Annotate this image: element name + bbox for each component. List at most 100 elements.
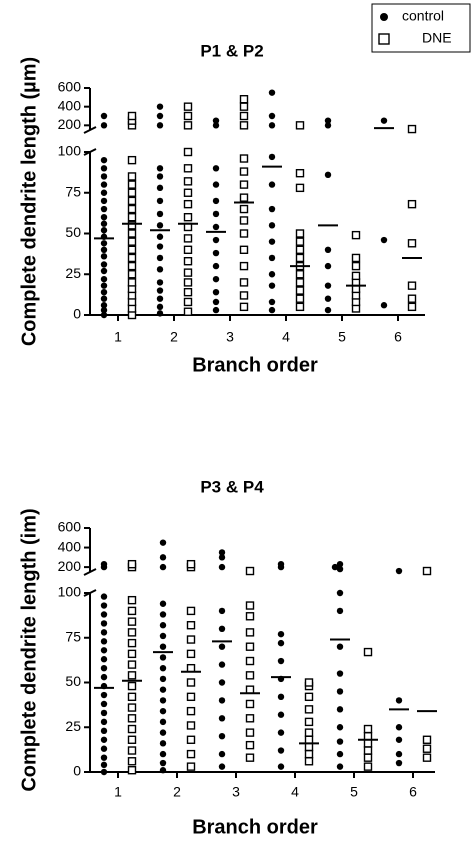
dne-point xyxy=(127,245,137,255)
control-point xyxy=(212,298,220,306)
dne-point xyxy=(304,749,314,759)
dne-point xyxy=(127,595,137,605)
y-tick-label: 25 xyxy=(65,718,81,734)
y-tick-label: 75 xyxy=(65,183,81,199)
dne-point xyxy=(239,180,249,189)
control-point xyxy=(100,214,108,221)
control-point xyxy=(159,697,167,704)
control-point xyxy=(100,156,108,164)
control-point xyxy=(212,275,220,283)
control-point xyxy=(218,697,226,704)
y-tick-label: 50 xyxy=(65,673,81,689)
control-point xyxy=(156,122,164,129)
control-point xyxy=(159,611,167,618)
control-point xyxy=(336,750,344,758)
control-point xyxy=(100,727,108,735)
control-point xyxy=(324,262,332,270)
dne-point xyxy=(127,196,137,206)
control-point xyxy=(395,759,403,767)
x-tick-label: 4 xyxy=(282,329,290,345)
dne-point xyxy=(245,642,255,651)
control-point xyxy=(218,549,226,556)
dne-point xyxy=(183,245,193,255)
dne-point xyxy=(183,212,193,222)
control-point xyxy=(100,656,108,663)
y-tick-label: 25 xyxy=(65,265,81,281)
dne-point xyxy=(127,180,137,189)
dne-point xyxy=(183,199,193,209)
chart-title: P1 & P2 xyxy=(200,41,263,60)
dne-point xyxy=(239,229,249,238)
control-point xyxy=(212,288,220,296)
dne-point xyxy=(127,757,137,766)
x-tick-label: 6 xyxy=(409,784,417,800)
axis-break xyxy=(83,568,97,576)
control-point xyxy=(156,233,164,240)
dne-point xyxy=(351,261,361,271)
control-point xyxy=(156,103,164,110)
control-point xyxy=(212,262,220,270)
control-point xyxy=(159,740,167,747)
x-axis-label: Branch order xyxy=(192,816,318,838)
dne-point xyxy=(183,147,193,157)
control-point xyxy=(100,227,108,234)
dne-point xyxy=(183,177,193,186)
dne-point xyxy=(422,744,432,753)
control-point xyxy=(159,622,167,629)
control-point xyxy=(324,295,332,302)
control-point xyxy=(218,661,226,668)
control-point xyxy=(156,295,164,302)
control-point xyxy=(336,763,344,770)
control-point xyxy=(159,759,167,767)
legend-marker xyxy=(378,33,390,45)
dne-point xyxy=(295,270,305,279)
dne-point xyxy=(127,660,137,669)
control-point xyxy=(218,679,226,686)
control-point xyxy=(218,733,226,740)
control-point xyxy=(156,266,164,273)
dne-point xyxy=(127,253,137,263)
control-point xyxy=(159,554,167,561)
dne-point xyxy=(127,278,137,287)
control-point xyxy=(268,122,276,129)
control-point xyxy=(336,589,344,597)
chart-title: P3 & P4 xyxy=(200,477,264,496)
dne-point xyxy=(186,678,196,687)
legend-label: control xyxy=(402,8,444,24)
control-point xyxy=(277,560,285,568)
control-point xyxy=(100,288,108,296)
dne-point xyxy=(245,628,255,637)
control-point xyxy=(336,738,344,745)
control-point xyxy=(100,638,108,645)
dne-point xyxy=(363,732,373,741)
dne-point xyxy=(245,566,255,576)
control-point xyxy=(277,729,285,736)
dne-point xyxy=(239,291,249,300)
control-point xyxy=(156,210,164,218)
control-point xyxy=(100,700,108,708)
control-point xyxy=(218,554,226,561)
dne-point xyxy=(183,297,193,307)
control-point xyxy=(395,697,403,704)
control-point xyxy=(100,593,108,600)
control-point xyxy=(395,724,403,731)
dne-point xyxy=(245,601,255,610)
dne-point xyxy=(127,212,137,222)
control-point xyxy=(324,171,332,179)
control-point xyxy=(100,165,108,172)
dne-point xyxy=(183,102,193,111)
control-point xyxy=(156,197,164,205)
y-axis-label: Complete dendrite length (µm) xyxy=(18,57,40,346)
dne-point xyxy=(239,121,249,130)
dne-point xyxy=(304,742,314,752)
control-point xyxy=(100,112,108,120)
legend-label: DNE xyxy=(422,30,452,46)
control-point xyxy=(100,691,108,699)
control-point xyxy=(156,112,164,120)
control-point xyxy=(324,122,332,129)
control-point xyxy=(100,302,108,309)
control-point xyxy=(100,768,108,776)
dne-point xyxy=(245,740,255,750)
dne-point xyxy=(239,245,249,255)
dne-point xyxy=(245,612,255,621)
